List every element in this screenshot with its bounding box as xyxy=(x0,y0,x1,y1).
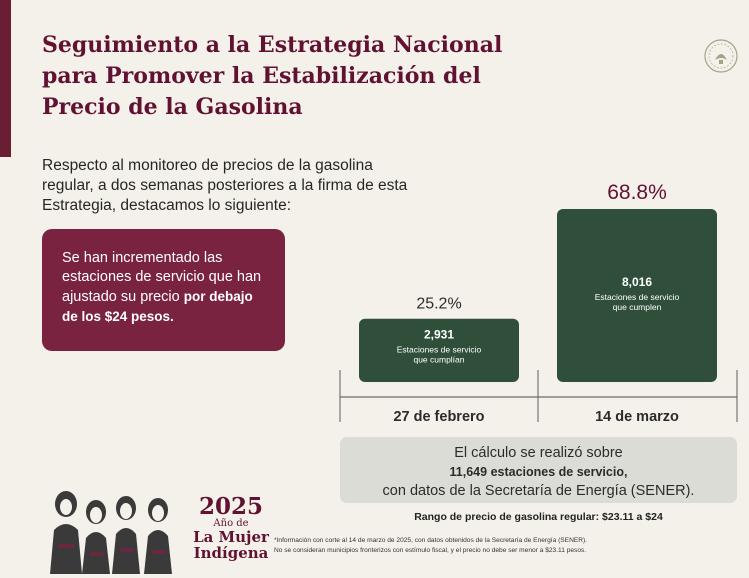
indigenous-women-illustration xyxy=(50,491,172,574)
bar-description-0-b: que cumplían xyxy=(413,355,464,365)
bar-description-1-a: Estaciones de servicio xyxy=(595,292,680,302)
bar-description-0-a: Estaciones de servicio xyxy=(397,345,482,355)
logo-year: 2025 xyxy=(198,493,263,520)
highlight-bold-text: por debajo de los $24 pesos. xyxy=(62,289,253,324)
category-label-0: 27 de febrero xyxy=(393,409,484,425)
footnote-line-2: No se consideran municipios fronterizos … xyxy=(274,546,587,554)
footnote-line-1: *Información con corte al 14 de marzo de… xyxy=(274,537,588,544)
bar-0 xyxy=(359,318,519,382)
bar-1 xyxy=(557,209,717,382)
value-label-0: 2,931 xyxy=(424,328,454,342)
bar-description-1-b: que cumplen xyxy=(613,302,662,312)
left-accent-stripe xyxy=(0,0,11,157)
calculation-note: El cálculo se realizó sobre 11,649 estac… xyxy=(340,437,737,503)
national-seal-icon xyxy=(704,39,738,73)
price-range: Rango de precio de gasolina regular: $23… xyxy=(414,511,663,523)
percent-label-1: 68.8% xyxy=(607,181,667,204)
highlight-text: Se han incrementado las estaciones de se… xyxy=(62,250,262,305)
note-line-2: 11,649 estaciones de servicio, xyxy=(449,465,628,479)
page-title: Seguimiento a la Estrategia Nacional par… xyxy=(42,32,503,120)
highlight-box: Se han incrementado las estaciones de se… xyxy=(42,229,285,351)
footnote: *Información con corte al 14 de marzo de… xyxy=(274,536,744,555)
value-label-1: 8,016 xyxy=(622,275,652,289)
logo-line-3: Indígena xyxy=(193,544,269,562)
intro-paragraph: Respecto al monitoreo de precios de la g… xyxy=(42,157,408,214)
logo-line-1: Año de xyxy=(213,518,249,529)
percent-label-0: 25.2% xyxy=(416,296,461,313)
note-line-1: El cálculo se realizó sobre xyxy=(454,445,623,461)
logo-line-2: La Mujer xyxy=(193,528,269,546)
year-logo: 2025 Año de La Mujer Indígena xyxy=(190,493,272,562)
category-label-1: 14 de marzo xyxy=(595,409,679,425)
note-line-3: con datos de la Secretaría de Energía (S… xyxy=(382,483,695,499)
